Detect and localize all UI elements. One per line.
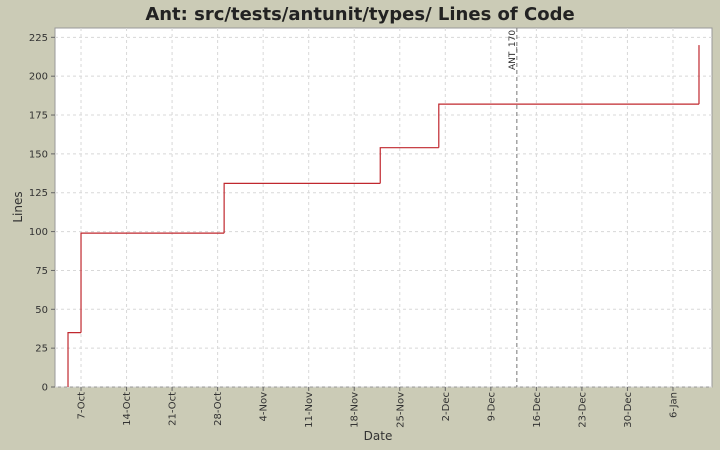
y-tick-label: 150 <box>29 149 48 160</box>
y-tick-label: 25 <box>35 344 48 355</box>
y-tick-label: 100 <box>29 227 48 238</box>
y-tick-label: 0 <box>42 383 48 394</box>
marker-label: ANT_170 <box>508 30 518 70</box>
y-tick-label: 175 <box>29 111 48 122</box>
x-tick-label: 7-Oct <box>77 392 88 420</box>
step-segment <box>438 103 699 148</box>
x-tick-label: 2-Dec <box>441 392 452 421</box>
step-segment <box>379 147 439 184</box>
y-tick-label: 200 <box>29 72 48 83</box>
x-tick-label: 9-Dec <box>486 392 497 421</box>
x-tick-label: 30-Dec <box>623 392 634 428</box>
x-tick-label: 4-Nov <box>259 392 270 422</box>
y-tick-label: 125 <box>29 188 48 199</box>
step-segment <box>80 232 225 333</box>
x-tick-label: 6-Jan <box>668 392 679 418</box>
y-tick-label: 50 <box>35 305 48 316</box>
step-segment <box>67 332 82 387</box>
x-tick-label: 16-Dec <box>532 392 543 428</box>
step-segment <box>223 182 381 234</box>
x-tick-label: 23-Dec <box>577 392 588 428</box>
plot-area <box>54 27 713 388</box>
x-tick-label: 14-Oct <box>122 392 133 426</box>
y-tick-label: 225 <box>29 33 48 44</box>
chart-title: Ant: src/tests/antunit/types/ Lines of C… <box>145 4 574 25</box>
y-axis-label: Lines <box>11 191 25 222</box>
x-tick-label: 18-Nov <box>350 392 361 428</box>
x-tick-label: 21-Oct <box>168 392 179 426</box>
x-axis-label: Date <box>364 429 393 443</box>
x-tick-label: 28-Oct <box>213 392 224 426</box>
x-tick-label: 11-Nov <box>304 392 315 428</box>
y-tick-label: 75 <box>35 266 48 277</box>
x-tick-label: 25-Nov <box>395 392 406 428</box>
